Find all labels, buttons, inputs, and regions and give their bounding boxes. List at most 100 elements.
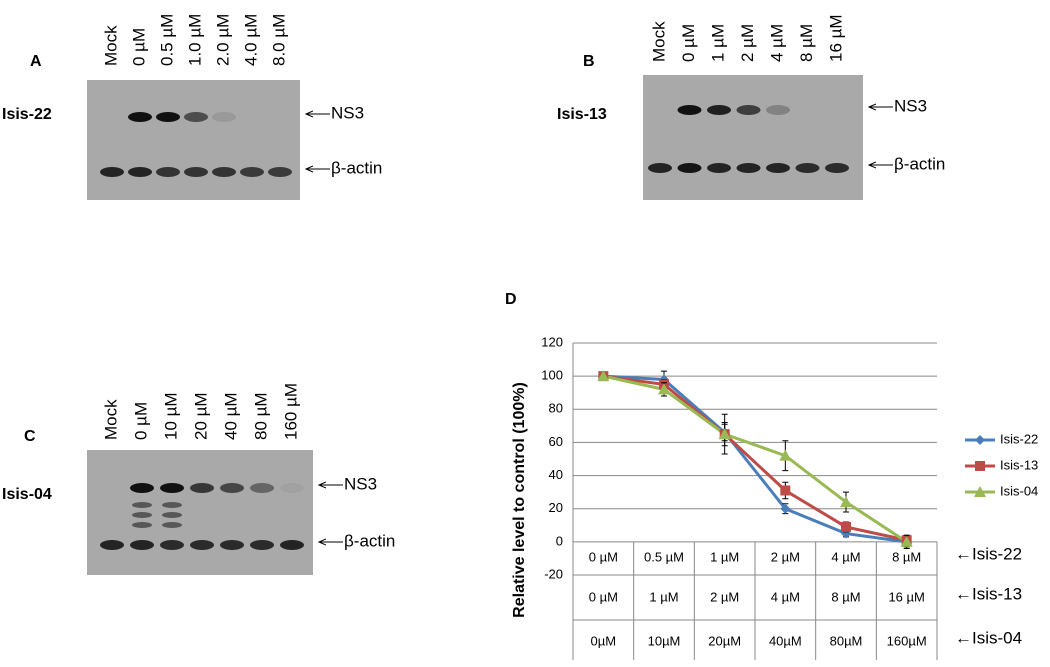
lane-label: 0.5 µM [157, 14, 176, 66]
row-label: ←Isis-04 [955, 628, 1022, 647]
band [648, 163, 672, 173]
band [825, 163, 849, 173]
band [677, 163, 702, 173]
band [100, 540, 124, 550]
band [707, 105, 731, 115]
lane-label: 8 µM [797, 24, 816, 62]
marker [840, 496, 852, 508]
band [128, 112, 152, 122]
y-tick-label: 80 [549, 401, 563, 416]
band [156, 112, 180, 122]
lane-label: 16 µM [826, 14, 845, 62]
marker [780, 503, 791, 514]
y-tick-label: 100 [541, 368, 563, 383]
band-label: β-actin [894, 154, 945, 173]
band [736, 163, 761, 173]
lane-label: 8.0 µM [269, 14, 288, 66]
panel-letter: A [30, 53, 42, 70]
marker [900, 535, 913, 547]
lane-label: Mock [101, 399, 120, 440]
band [212, 167, 236, 177]
y-tick-label: -20 [544, 566, 563, 581]
marker [841, 521, 851, 532]
band [250, 483, 274, 493]
lane-label: 0 µM [129, 28, 148, 66]
lane-label: 20 µM [191, 392, 210, 440]
band [220, 540, 244, 550]
band [132, 522, 152, 528]
band [130, 483, 154, 493]
band [160, 483, 184, 493]
band [707, 163, 731, 173]
band [736, 105, 761, 115]
x-tick-label: 2 µM [710, 589, 739, 604]
x-tick-label: 1 µM [710, 549, 739, 564]
band [184, 167, 208, 177]
panel-name: Isis-22 [2, 106, 52, 123]
lane-label: 4 µM [767, 24, 786, 62]
blot-image [87, 450, 313, 575]
band [677, 105, 702, 115]
legend-label: Isis-13 [1000, 457, 1038, 472]
lane-label: Mock [649, 21, 668, 62]
lane-label: Mock [101, 25, 120, 66]
band [160, 540, 184, 550]
row-label: ←Isis-22 [955, 544, 1022, 563]
x-tick-label: 0 µM [589, 589, 618, 604]
y-tick-label: 40 [549, 467, 563, 482]
band [766, 105, 790, 115]
band-label: β-actin [331, 158, 382, 177]
x-tick-label: 0 µM [589, 549, 618, 564]
band [250, 540, 274, 550]
marker [718, 428, 731, 440]
lane-label: 1.0 µM [185, 14, 204, 66]
series-line [603, 374, 907, 542]
lane-label: 10 µM [161, 392, 180, 440]
x-tick-label: 40µM [769, 633, 802, 648]
band [130, 540, 154, 550]
lane-label: 4.0 µM [241, 14, 260, 66]
blot-image [643, 75, 863, 200]
panel-letter: B [583, 53, 595, 70]
band-label: NS3 [331, 103, 364, 122]
band [268, 167, 292, 177]
lane-label: 80 µM [251, 392, 270, 440]
band-label: β-actin [344, 531, 395, 550]
y-tick-label: 0 [556, 533, 563, 548]
x-tick-label: 10µM [648, 633, 681, 648]
row-label: ←Isis-13 [955, 584, 1022, 603]
lane-label: 40 µM [221, 392, 240, 440]
x-tick-label: 8 µM [892, 549, 921, 564]
band [132, 512, 152, 518]
y-tick-label: 20 [549, 500, 563, 515]
band [162, 522, 182, 528]
series-line [603, 374, 907, 544]
lane-label: 1 µM [708, 24, 727, 62]
blot-image [87, 80, 300, 200]
panel-name: Isis-04 [2, 486, 52, 503]
x-tick-label: 160µM [887, 633, 927, 648]
legend-marker [975, 435, 985, 445]
band [162, 502, 182, 508]
band [156, 167, 180, 177]
band [766, 163, 790, 173]
y-tick-label: 60 [549, 434, 563, 449]
legend-label: Isis-22 [1000, 431, 1038, 446]
x-tick-label: 4 µM [831, 549, 860, 564]
x-tick-label: 20µM [708, 633, 741, 648]
legend-label: Isis-04 [1000, 483, 1038, 498]
band [190, 540, 214, 550]
x-tick-label: 0µM [591, 633, 617, 648]
marker [658, 383, 670, 395]
legend-marker [975, 461, 985, 471]
band [100, 167, 124, 177]
lane-label: 160 µM [281, 383, 300, 440]
band [128, 167, 152, 177]
marker [779, 449, 792, 461]
marker [780, 485, 791, 496]
panel-name: Isis-13 [557, 106, 607, 123]
marker [597, 370, 610, 382]
band [162, 512, 182, 518]
